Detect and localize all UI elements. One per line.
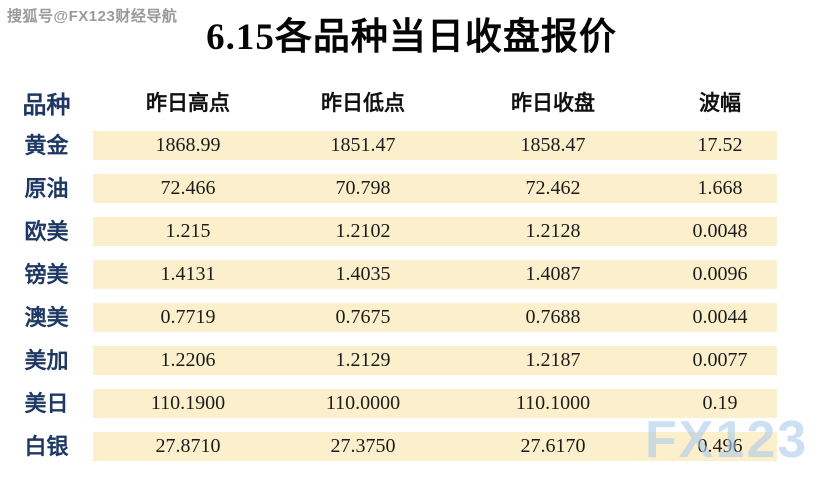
cell-prev-close: 1.2128 <box>443 217 663 246</box>
row-label: 白银 <box>24 434 69 459</box>
cell-range: 1.668 <box>663 174 777 203</box>
cell-prev-close: 0.7688 <box>443 303 663 332</box>
cell-prev-low: 1.4035 <box>283 260 443 289</box>
cell-prev-low: 70.798 <box>283 174 443 203</box>
row-label: 镑美 <box>24 262 69 287</box>
cell-prev-close: 1.4087 <box>443 260 663 289</box>
cell-prev-low: 27.3750 <box>283 432 443 461</box>
row-label: 欧美 <box>24 219 69 244</box>
col-header-prev-high: 昨日高点 <box>146 91 230 115</box>
cell-prev-low: 1.2102 <box>283 217 443 246</box>
cell-prev-high: 27.8710 <box>93 432 283 461</box>
cell-range: 0.0044 <box>663 303 777 332</box>
table-row-usdcad: 美加 1.2206 1.2129 1.2187 0.0077 <box>0 346 823 375</box>
row-label: 美日 <box>24 391 69 416</box>
table-row-silver: 白银 27.8710 27.3750 27.6170 0.496 <box>0 432 823 461</box>
cell-prev-high: 0.7719 <box>93 303 283 332</box>
cell-range: 0.19 <box>663 389 777 418</box>
col-header-prev-close: 昨日收盘 <box>511 91 595 115</box>
table-row-audusd: 澳美 0.7719 0.7675 0.7688 0.0044 <box>0 303 823 332</box>
cell-prev-low: 1.2129 <box>283 346 443 375</box>
col-header-range: 波幅 <box>699 91 741 115</box>
row-label: 原油 <box>24 176 69 201</box>
table-row-eurusd: 欧美 1.215 1.2102 1.2128 0.0048 <box>0 217 823 246</box>
table-header: 品种 昨日高点 昨日低点 昨日收盘 波幅 <box>0 80 823 124</box>
cell-prev-close: 110.1000 <box>443 389 663 418</box>
cell-prev-high: 1.215 <box>93 217 283 246</box>
table-body: 黄金 1868.99 1851.47 1858.47 17.52 原油 72.4… <box>0 131 823 461</box>
sohu-account-watermark: 搜狐号@FX123财经导航 <box>7 8 178 25</box>
cell-range: 0.0096 <box>663 260 777 289</box>
row-label: 美加 <box>24 348 69 373</box>
cell-prev-high: 72.466 <box>93 174 283 203</box>
cell-range: 0.0048 <box>663 217 777 246</box>
cell-prev-low: 0.7675 <box>283 303 443 332</box>
cell-prev-close: 1858.47 <box>443 131 663 160</box>
cell-range: 17.52 <box>663 131 777 160</box>
cell-prev-low: 110.0000 <box>283 389 443 418</box>
cell-prev-close: 72.462 <box>443 174 663 203</box>
cell-prev-close: 27.6170 <box>443 432 663 461</box>
table-row-gbpusd: 镑美 1.4131 1.4035 1.4087 0.0096 <box>0 260 823 289</box>
row-label: 澳美 <box>24 305 69 330</box>
table-row-usdjpy: 美日 110.1900 110.0000 110.1000 0.19 <box>0 389 823 418</box>
table-row-gold: 黄金 1868.99 1851.47 1858.47 17.52 <box>0 131 823 160</box>
page-title: 6.15各品种当日收盘报价 <box>206 17 617 58</box>
col-header-prev-low: 昨日低点 <box>321 91 405 115</box>
cell-prev-high: 1.2206 <box>93 346 283 375</box>
cell-range: 0.496 <box>663 432 777 461</box>
col-header-variety: 品种 <box>22 92 71 119</box>
cell-prev-close: 1.2187 <box>443 346 663 375</box>
row-label: 黄金 <box>24 133 69 158</box>
cell-prev-high: 1868.99 <box>93 131 283 160</box>
table-row-crude-oil: 原油 72.466 70.798 72.462 1.668 <box>0 174 823 203</box>
cell-range: 0.0077 <box>663 346 777 375</box>
cell-prev-high: 110.1900 <box>93 389 283 418</box>
quote-table: 品种 昨日高点 昨日低点 昨日收盘 波幅 黄金 1868.99 1851.47 … <box>0 80 823 475</box>
cell-prev-low: 1851.47 <box>283 131 443 160</box>
cell-prev-high: 1.4131 <box>93 260 283 289</box>
